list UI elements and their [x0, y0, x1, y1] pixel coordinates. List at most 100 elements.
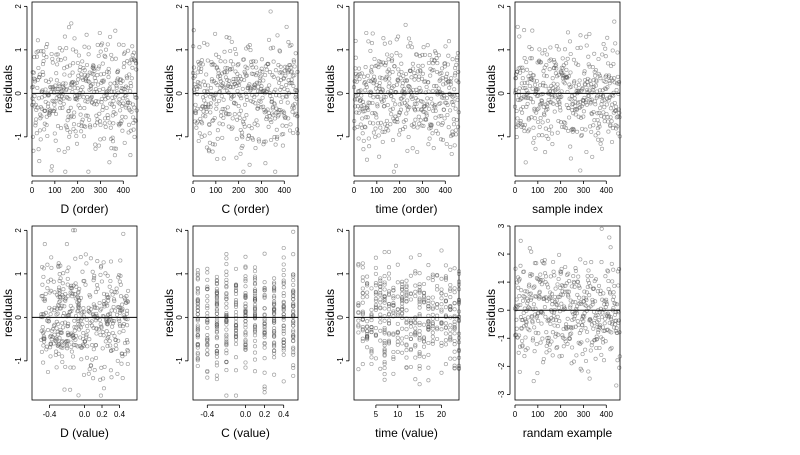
residual-point: [291, 303, 296, 308]
residual-point: [106, 115, 111, 121]
residual-point: [382, 298, 387, 303]
residual-point: [254, 118, 259, 123]
residual-point: [56, 287, 61, 292]
residual-point: [243, 274, 248, 279]
residual-point: [66, 25, 72, 30]
residual-point: [372, 111, 377, 116]
residual-point: [534, 342, 539, 347]
residual-point: [604, 73, 609, 78]
residual-point: [386, 289, 392, 294]
y-tick-label: 0: [175, 315, 184, 320]
residual-point: [57, 45, 62, 51]
residual-point: [240, 86, 245, 91]
residual-point: [435, 325, 440, 330]
residual-point: [222, 70, 228, 75]
residual-point: [92, 102, 97, 107]
residual-point: [579, 328, 584, 333]
residual-point: [431, 146, 436, 151]
residual-point: [541, 83, 546, 88]
residual-point: [606, 278, 611, 284]
residual-point: [394, 82, 399, 87]
residual-point: [364, 85, 369, 90]
residual-point: [578, 33, 583, 38]
residual-point: [193, 111, 199, 116]
residual-point: [64, 344, 69, 349]
residual-point: [52, 305, 57, 310]
residual-point: [103, 54, 108, 59]
residual-point: [85, 73, 90, 78]
residual-point: [214, 343, 219, 348]
residual-point: [224, 291, 229, 296]
residual-point: [594, 334, 599, 339]
residual-point: [265, 86, 270, 91]
residual-point: [86, 78, 91, 84]
residual-point: [83, 124, 88, 129]
residual-point: [397, 132, 402, 137]
residual-point: [70, 294, 75, 299]
residual-point: [32, 94, 37, 99]
residual-point: [432, 84, 437, 89]
residual-point: [453, 106, 458, 111]
residual-point: [229, 66, 235, 71]
residual-point: [395, 335, 400, 340]
residual-point: [452, 366, 457, 371]
residual-point: [413, 271, 418, 276]
residual-point: [77, 94, 82, 99]
residual-point: [196, 59, 201, 64]
residual-point: [224, 334, 229, 339]
residual-point: [411, 87, 416, 92]
residual-point: [262, 323, 267, 329]
residual-point: [441, 82, 446, 87]
residual-point: [253, 101, 258, 106]
residual-point: [221, 97, 226, 102]
residual-point: [538, 340, 543, 345]
residual-point: [380, 139, 385, 144]
residual-point: [227, 35, 232, 40]
residual-point: [252, 82, 257, 87]
residual-point: [46, 319, 52, 324]
residual-point: [373, 296, 378, 301]
residual-point: [605, 35, 610, 40]
residual-point: [129, 76, 134, 81]
residual-point: [45, 133, 50, 139]
residual-point: [291, 130, 296, 136]
residual-point: [523, 160, 528, 165]
residual-point: [537, 295, 542, 300]
residual-point: [450, 57, 455, 62]
x-axis-title: randam example: [523, 426, 613, 440]
residual-point: [291, 59, 296, 64]
residual-point: [61, 287, 66, 292]
residual-point: [435, 327, 440, 332]
residual-point: [54, 95, 59, 101]
residual-point: [69, 331, 74, 336]
residual-point: [404, 355, 409, 360]
residual-point: [122, 140, 127, 145]
residual-point: [576, 82, 581, 87]
residual-point: [439, 71, 444, 76]
residual-point: [369, 347, 374, 352]
residual-point: [417, 351, 422, 357]
residual-point: [415, 69, 420, 74]
residual-point: [134, 61, 139, 66]
residual-point: [82, 68, 87, 73]
residual-point: [555, 282, 560, 287]
residual-point: [91, 347, 96, 352]
residual-point: [256, 137, 261, 142]
residual-point: [195, 318, 200, 323]
residual-point: [597, 310, 602, 315]
residual-point: [382, 361, 387, 366]
residual-point: [252, 325, 258, 330]
residual-point: [262, 251, 267, 256]
residual-point: [42, 127, 47, 132]
residual-point: [378, 120, 383, 125]
residual-point: [547, 127, 552, 132]
residual-point: [208, 86, 214, 91]
residual-point: [560, 333, 565, 338]
residual-point: [237, 111, 242, 117]
residual-point: [210, 149, 215, 154]
residual-point: [444, 100, 449, 105]
residual-point: [417, 382, 422, 387]
residual-point: [46, 79, 51, 85]
residual-point: [246, 133, 251, 138]
residual-point: [233, 355, 239, 360]
